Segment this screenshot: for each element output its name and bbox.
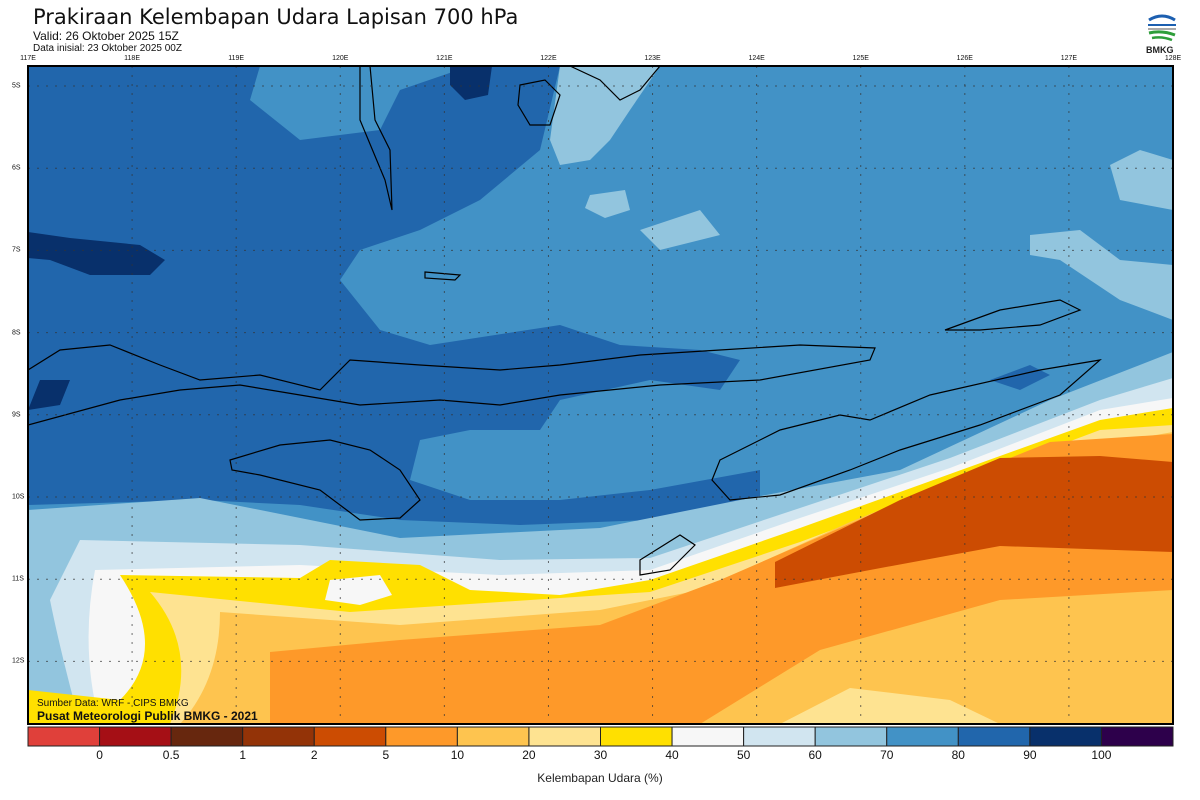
map-title: Prakiraan Kelembapan Udara Lapisan 700 h…	[33, 5, 519, 29]
colorbar	[27, 726, 1174, 747]
latitude-label: 8S	[12, 329, 21, 337]
data-source-credit: Sumber Data: WRF - CIPS BMKG	[37, 698, 189, 709]
colorbar-tick-label: 2	[310, 748, 318, 762]
lat-lon-grid	[28, 66, 1173, 724]
colorbar-tick-label: 70	[880, 748, 894, 762]
bmkg-logo-icon	[1146, 11, 1178, 43]
colorbar-swatch	[27, 726, 101, 747]
colorbar-tick-label: 5	[382, 748, 390, 762]
colorbar-swatch	[743, 726, 816, 747]
initial-time: Data inisial: 23 Oktober 2025 00Z	[33, 43, 182, 54]
colorbar-title: Kelembapan Udara (%)	[537, 771, 663, 785]
longitude-label: 118E	[124, 55, 140, 62]
colorbar-swatch	[1029, 726, 1102, 747]
longitude-label: 119E	[228, 55, 245, 62]
longitude-label: 123E	[644, 55, 661, 62]
colorbar-swatch	[99, 726, 172, 747]
latitude-label: 10S	[12, 493, 25, 501]
colorbar-tick-label: 80	[951, 748, 965, 762]
longitude-label: 127E	[1060, 55, 1078, 62]
longitude-label: 126E	[956, 55, 973, 62]
longitude-label: 120E	[332, 55, 349, 62]
colorbar-swatch	[600, 726, 673, 747]
band-80-90	[28, 66, 760, 525]
colorbar-swatch	[957, 726, 1031, 747]
colorbar-tick-label: 1	[239, 748, 247, 762]
colorbar-tick-label: 0	[96, 748, 103, 762]
coastlines	[28, 66, 1102, 576]
band-40-50-blob	[325, 575, 392, 605]
longitude-label: 121E	[436, 55, 453, 62]
latitude-label: 7S	[12, 246, 21, 254]
colorbar-tick-label: 90	[1023, 748, 1037, 762]
valid-time: Valid: 26 Oktober 2025 15Z	[33, 29, 179, 43]
colorbar-swatch	[385, 726, 458, 747]
longitude-label: 124E	[748, 55, 765, 62]
organization-credit: Pusat Meteorologi Publik BMKG - 2021	[37, 709, 258, 723]
band-60-70-north	[550, 66, 1173, 320]
longitude-label: 128E	[1164, 55, 1182, 62]
colorbar-tick-label: 30	[593, 748, 608, 762]
band-2-5	[775, 456, 1173, 588]
colorbar-swatch	[886, 726, 959, 747]
colorbar-swatch	[313, 726, 387, 747]
band-20-30-south	[780, 688, 1000, 724]
colorbar-swatch	[456, 726, 530, 747]
latitude-label: 9S	[12, 411, 21, 419]
longitude-label: 117E	[20, 55, 36, 62]
map-frame	[27, 65, 1174, 725]
colorbar-tick-label: 50	[736, 748, 751, 762]
colorbar-tick-label: 100	[1091, 748, 1112, 762]
latitude-label: 6S	[12, 164, 21, 172]
colorbar-swatch	[528, 726, 601, 747]
longitude-label: 125E	[852, 55, 869, 62]
colorbar-swatch	[1100, 726, 1174, 747]
colorbar-swatch	[170, 726, 244, 747]
colorbar-swatch	[814, 726, 888, 747]
latitude-label: 12S	[12, 657, 25, 665]
colorbar-swatch	[242, 726, 315, 747]
colorbar-tick-label: 0.5	[162, 748, 180, 762]
latitude-label: 5S	[12, 82, 21, 90]
colorbar-tick-label: 10	[450, 748, 465, 762]
colorbar-swatch	[671, 726, 745, 747]
colorbar-tick-label: 60	[808, 748, 822, 762]
longitude-label: 122E	[540, 55, 557, 62]
colorbar-tick-label: 40	[665, 748, 679, 762]
latitude-label: 11S	[12, 575, 24, 583]
logo-text: BMKG	[1146, 45, 1174, 55]
colorbar-tick-label: 20	[522, 748, 536, 762]
